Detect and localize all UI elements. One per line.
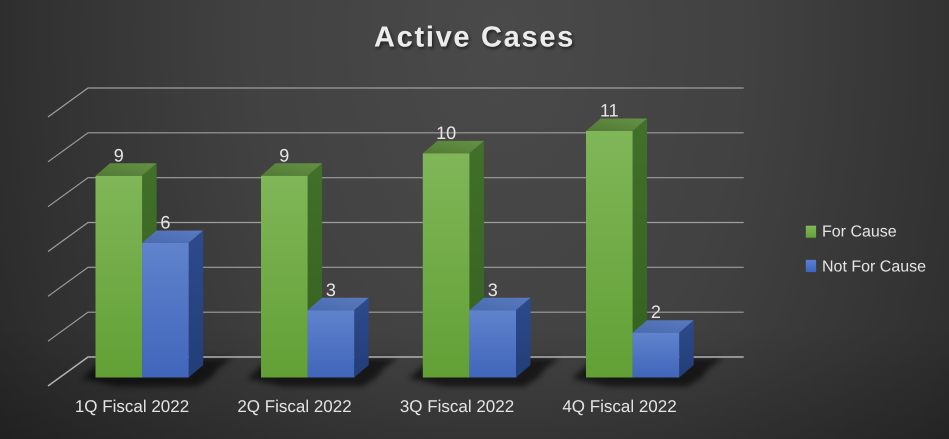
svg-text:9: 9 [114, 145, 124, 165]
svg-text:3: 3 [488, 280, 498, 300]
svg-text:4Q Fiscal 2022: 4Q Fiscal 2022 [562, 397, 676, 416]
svg-text:2: 2 [651, 302, 661, 322]
svg-text:1Q Fiscal 2022: 1Q Fiscal 2022 [75, 397, 189, 416]
svg-text:6: 6 [160, 213, 170, 233]
svg-text:9: 9 [279, 145, 289, 165]
svg-text:3: 3 [326, 280, 336, 300]
svg-text:10: 10 [436, 123, 456, 143]
svg-text:For Cause: For Cause [822, 224, 897, 241]
svg-text:3Q Fiscal 2022: 3Q Fiscal 2022 [400, 397, 514, 416]
svg-text:Active Cases: Active Cases [374, 22, 575, 54]
svg-text:2Q Fiscal 2022: 2Q Fiscal 2022 [237, 397, 351, 416]
svg-text:Not For Cause: Not For Cause [822, 258, 926, 275]
svg-text:11: 11 [600, 101, 619, 121]
